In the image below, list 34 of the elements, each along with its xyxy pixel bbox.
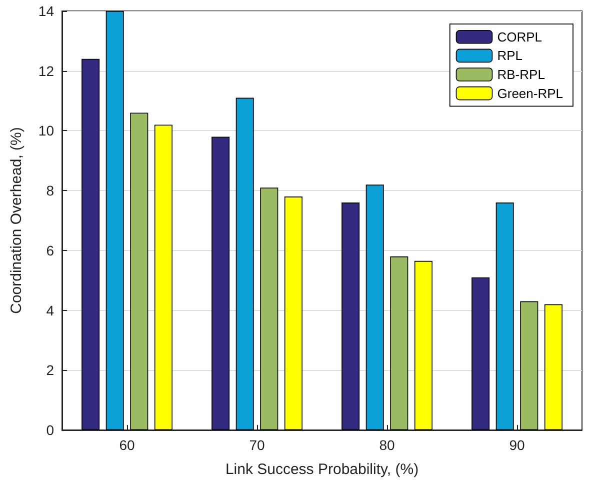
x-tick-label: 70 xyxy=(249,437,265,453)
bar xyxy=(496,202,514,430)
y-tick-label: 4 xyxy=(46,302,54,318)
x-axis-title: Link Success Probability, (%) xyxy=(225,461,419,478)
y-tick-label: 8 xyxy=(46,182,54,199)
x-tick-label: 90 xyxy=(509,437,525,453)
bar xyxy=(520,301,538,430)
bar xyxy=(106,11,124,430)
bar xyxy=(342,202,360,430)
bar xyxy=(366,184,384,430)
y-axis-title: Coordination Overhead, (%) xyxy=(8,127,25,314)
bar xyxy=(414,260,432,430)
bar xyxy=(212,136,230,430)
legend-label: RPL xyxy=(497,48,523,64)
bar xyxy=(284,196,302,430)
legend-label: Green-RPL xyxy=(497,86,563,101)
bar xyxy=(130,112,148,430)
y-tick-label: 6 xyxy=(46,242,54,258)
legend-label: CORPL xyxy=(497,29,542,44)
bar xyxy=(260,188,278,430)
bar xyxy=(544,304,562,430)
y-tick-label: 12 xyxy=(38,62,54,79)
bar xyxy=(390,256,408,430)
y-tick-label: 14 xyxy=(38,3,54,19)
bar xyxy=(472,277,490,430)
bar xyxy=(236,98,254,430)
x-tick-label: 80 xyxy=(379,437,395,453)
legend-label: RB-RPL xyxy=(497,67,545,82)
bar xyxy=(154,124,172,430)
y-tick-label: 0 xyxy=(46,422,54,438)
x-tick-label: 60 xyxy=(119,437,135,453)
bar xyxy=(82,58,100,430)
y-tick-label: 10 xyxy=(38,122,54,139)
y-tick-label: 2 xyxy=(46,362,54,378)
